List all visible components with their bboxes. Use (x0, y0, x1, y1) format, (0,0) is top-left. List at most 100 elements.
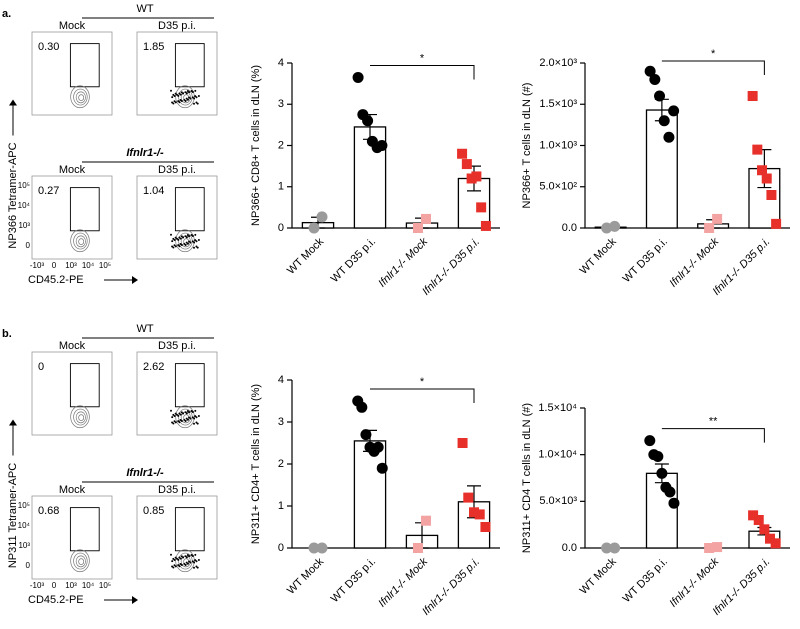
data-point (457, 438, 468, 448)
event-dot (188, 96, 191, 99)
data-point (362, 115, 374, 127)
flow-x-tick: 10⁴ (82, 581, 95, 590)
event-dot (196, 422, 199, 425)
event-dot (171, 421, 174, 424)
event-dot (178, 236, 181, 239)
significance-label: ** (709, 416, 718, 428)
event-dot (185, 92, 188, 95)
data-point (658, 115, 670, 127)
data-point (759, 524, 770, 535)
event-dot (195, 240, 198, 243)
contour (78, 414, 85, 421)
contour (73, 552, 88, 570)
event-dot (179, 557, 182, 560)
event-dot (195, 101, 198, 104)
flow-y-tick: 10³ (18, 221, 30, 230)
event-dot (193, 241, 196, 244)
gate (69, 507, 100, 552)
contour (73, 88, 88, 106)
flow-plot (31, 31, 113, 116)
event-dot (183, 418, 186, 421)
event-dot (194, 89, 197, 92)
contour (78, 94, 85, 101)
flow-y-label: NP311 Tetramer-APC (7, 463, 19, 568)
flow-plot (136, 495, 218, 580)
event-dot (174, 236, 177, 239)
event-dot (178, 412, 181, 415)
data-point (752, 144, 763, 155)
event-dot (173, 100, 176, 103)
y-tick-label: 1.0×10³ (539, 139, 577, 151)
y-tick-label: 2.0×10³ (539, 57, 577, 69)
event-dot (182, 236, 185, 239)
data-point (748, 510, 759, 521)
event-dot (174, 556, 177, 559)
contour (75, 235, 86, 248)
flow-x-tick: 10⁵ (99, 261, 111, 270)
event-dot (186, 234, 189, 237)
event-dot (195, 565, 198, 568)
genotype-label: WT (136, 323, 153, 335)
flow-y-tick: 10⁵ (18, 501, 30, 510)
event-dot (171, 245, 174, 248)
event-dot (173, 94, 176, 97)
data-point (765, 533, 776, 544)
event-dot (197, 415, 200, 418)
data-point (609, 220, 621, 232)
condition-label: D35 p.i. (158, 164, 196, 176)
significance-label: * (420, 52, 425, 64)
data-point (461, 159, 472, 170)
event-dot (184, 419, 187, 422)
panel-label: a. (2, 8, 11, 20)
y-tick-label: 5.0×10² (539, 181, 577, 193)
y-tick-label: 0 (278, 222, 284, 234)
event-dot (174, 92, 177, 95)
x-tick-label: WT Mock (285, 235, 327, 277)
x-arrowhead (132, 276, 138, 284)
x-tick-label: WT Mock (285, 555, 327, 597)
gate (174, 43, 205, 88)
event-dot (195, 421, 198, 424)
y-tick-label: 0.0 (562, 542, 577, 554)
flow-x-tick: 0 (52, 581, 57, 590)
bar (353, 440, 387, 549)
flow-plot (136, 351, 218, 436)
data-point (668, 105, 680, 117)
event-dot (185, 97, 188, 100)
contour (70, 405, 90, 429)
data-point (601, 542, 613, 554)
gate-frequency: 0.30 (38, 41, 59, 53)
event-dot (190, 409, 193, 412)
gate-frequency: 0.85 (143, 505, 164, 517)
event-dot (173, 420, 176, 423)
gate-frequency: 0.27 (38, 185, 59, 197)
y-tick-label: 4 (278, 57, 284, 69)
event-dot (177, 244, 180, 247)
y-tick-label: 4 (278, 374, 284, 386)
event-dot (197, 559, 200, 562)
data-point (376, 140, 388, 151)
significance-label: * (711, 48, 716, 60)
bar (645, 109, 678, 229)
event-dot (188, 91, 191, 94)
data-point (704, 223, 715, 233)
flow-y-tick: 10⁴ (18, 521, 31, 530)
event-dot (172, 413, 175, 416)
genotype-label: Ifnlr1-/- (126, 147, 164, 159)
flow-x-tick: 10³ (65, 581, 77, 590)
y-tick-label: 1.0×10⁴ (538, 449, 577, 461)
gate-frequency: 0 (38, 361, 44, 373)
x-tick-label: WT D35 p.i. (621, 236, 670, 285)
x-tick-label: Ifnlr1-/- Mock (376, 555, 430, 609)
event-dot (183, 562, 186, 565)
event-dot (171, 96, 174, 99)
event-dot (193, 102, 195, 105)
event-dot (188, 416, 191, 419)
event-dot (176, 237, 178, 240)
flow-plot (31, 495, 113, 580)
event-dot (172, 93, 175, 96)
contour (78, 558, 85, 565)
data-point (770, 538, 781, 549)
event-dot (170, 553, 172, 556)
